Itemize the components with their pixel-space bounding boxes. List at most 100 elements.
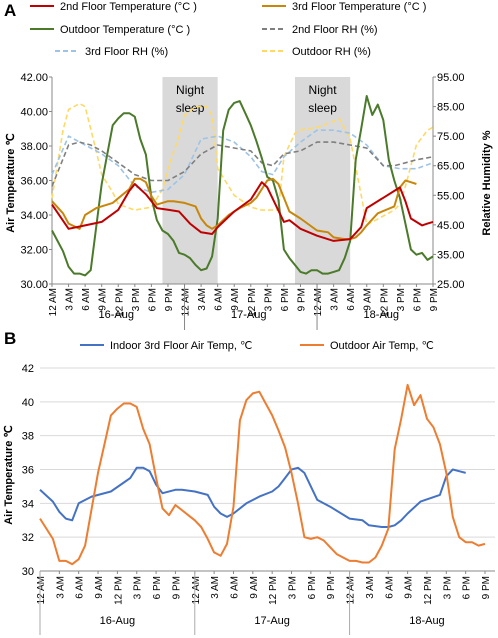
y2-tick-label: 55.00 xyxy=(437,190,465,202)
night-sleep-label: sleep xyxy=(176,101,205,115)
day-label: 17-Aug xyxy=(254,615,289,627)
x-tick-label: 9 AM xyxy=(249,576,260,599)
x-tick-label: 9 PM xyxy=(164,288,175,311)
x-tick-label: 3 PM xyxy=(442,576,453,599)
night-sleep-label: Night xyxy=(176,83,205,97)
y-tick-label: 30.00 xyxy=(20,279,48,291)
x-tick-label: 9 AM xyxy=(98,288,109,311)
day-label: 18-Aug xyxy=(409,615,444,627)
series-line-1 xyxy=(39,466,466,528)
series-line-1 xyxy=(51,181,434,242)
x-tick-label: 3 PM xyxy=(396,288,407,311)
x-tick-label: 6 AM xyxy=(214,288,225,311)
y-tick-label: 40 xyxy=(22,397,34,409)
x-tick-label: 12 PM xyxy=(113,576,124,605)
y2-tick-label: 45.00 xyxy=(437,220,465,232)
day-label: 16-Aug xyxy=(100,615,135,627)
x-tick-label: 12 AM xyxy=(36,576,47,604)
y-tick-label: 40.00 xyxy=(20,107,48,119)
x-tick-label: 6 AM xyxy=(346,288,357,311)
y-tick-label: 30 xyxy=(22,566,34,578)
x-tick-label: 12 AM xyxy=(191,576,202,604)
y2-tick-label: 95.00 xyxy=(437,72,465,84)
x-tick-label: 3 AM xyxy=(365,576,376,599)
day-label: 16-Aug xyxy=(99,309,134,321)
x-tick-label: 12 AM xyxy=(346,576,357,604)
y-tick-label: 42 xyxy=(22,363,34,375)
x-tick-label: 9 AM xyxy=(404,576,415,599)
x-tick-label: 9 PM xyxy=(326,576,337,599)
series-line-2 xyxy=(39,383,486,566)
x-tick-label: 3 AM xyxy=(330,288,341,311)
x-tick-label: 12 AM xyxy=(48,288,59,316)
y-tick-label: 34 xyxy=(22,498,34,510)
legend-label: Outdoor RH (%) xyxy=(292,46,371,58)
y-tick-label: 38.00 xyxy=(20,141,48,153)
series-line-4 xyxy=(51,141,434,187)
y-tick-label: 42.00 xyxy=(20,72,48,84)
y-tick-label: 32 xyxy=(22,532,34,544)
y-tick-label: 34.00 xyxy=(20,210,48,222)
x-tick-label: 6 AM xyxy=(229,576,240,599)
x-tick-label: 12 AM xyxy=(181,288,192,316)
x-tick-label: 6 PM xyxy=(280,288,291,311)
x-tick-label: 3 AM xyxy=(55,576,66,599)
x-tick-label: 6 PM xyxy=(307,576,318,599)
y2-tick-label: 65.00 xyxy=(437,161,465,173)
day-label: 18-Aug xyxy=(364,309,399,321)
legend-label: 3rd Floor Temperature (°C ) xyxy=(292,1,426,13)
x-tick-label: 3 PM xyxy=(263,288,274,311)
x-tick-label: 6 AM xyxy=(75,576,86,599)
legend-label: Outdoor Air Temp, ℃ xyxy=(330,340,434,352)
x-tick-label: 3 AM xyxy=(197,288,208,311)
x-tick-label: 12 PM xyxy=(379,288,390,317)
night-sleep-label: sleep xyxy=(308,101,337,115)
panel-a-chart: Night sleep Night sleep 30.00 32.00 34.00 36.00… xyxy=(20,1,465,330)
y2-tick-label: 35.00 xyxy=(437,249,465,261)
x-tick-label: 9 AM xyxy=(363,288,374,311)
y-tick-label: 32.00 xyxy=(20,245,48,257)
x-tick-label: 9 PM xyxy=(429,288,440,311)
x-tick-label: 9 AM xyxy=(94,576,105,599)
x-tick-label: 9 AM xyxy=(230,288,241,311)
x-tick-label: 9 PM xyxy=(481,576,492,599)
y-tick-label: 36.00 xyxy=(20,176,48,188)
y-tick-label: 38 xyxy=(22,431,34,443)
panel-b-chart: 30 32 34 36 38 40 42 12 AM 3 AM 6 AM 9 AM 12 PM 3 PM… xyxy=(22,340,495,635)
x-tick-label: 12 PM xyxy=(423,576,434,605)
x-tick-label: 3 AM xyxy=(65,288,76,311)
x-tick-label: 12 PM xyxy=(114,288,125,317)
x-tick-label: 9 PM xyxy=(296,288,307,311)
x-tick-label: 6 PM xyxy=(152,576,163,599)
night-sleep-band xyxy=(294,77,351,284)
series-line-2 xyxy=(51,177,417,241)
x-tick-label: 6 AM xyxy=(384,576,395,599)
x-tick-label: 3 PM xyxy=(131,288,142,311)
x-tick-label: 12 PM xyxy=(268,576,279,605)
x-tick-label: 3 PM xyxy=(133,576,144,599)
x-tick-label: 12 PM xyxy=(247,288,258,317)
legend-label: Outdoor Temperature (°C ) xyxy=(60,24,190,36)
night-sleep-label: Night xyxy=(309,83,338,97)
series-line-3 xyxy=(51,95,434,277)
x-tick-label: 9 PM xyxy=(171,576,182,599)
panel-b-ylabel: Air Temperature ℃ xyxy=(3,425,15,525)
x-tick-label: 3 PM xyxy=(288,576,299,599)
x-tick-label: 6 PM xyxy=(147,288,158,311)
panel-a-ylabel: Air Temperature ℃ xyxy=(5,133,17,233)
x-tick-label: 6 PM xyxy=(412,288,423,311)
panel-a-y2label: Relative Humidity % xyxy=(481,130,493,235)
day-label: 17-Aug xyxy=(231,309,266,321)
x-tick-label: 12 AM xyxy=(313,288,324,316)
y2-tick-label: 75.00 xyxy=(437,131,465,143)
series-line-6 xyxy=(51,102,434,226)
legend-label: Indoor 3rd Floor Air Temp, ℃ xyxy=(110,340,252,352)
x-tick-label: 3 AM xyxy=(210,576,221,599)
y2-tick-label: 85.00 xyxy=(437,102,465,114)
x-tick-label: 6 PM xyxy=(462,576,473,599)
panel-a-label: A xyxy=(4,1,16,20)
panel-b-label: B xyxy=(4,329,16,348)
x-tick-label: 6 AM xyxy=(81,288,92,311)
legend-label: 3rd Floor RH (%) xyxy=(85,46,168,58)
